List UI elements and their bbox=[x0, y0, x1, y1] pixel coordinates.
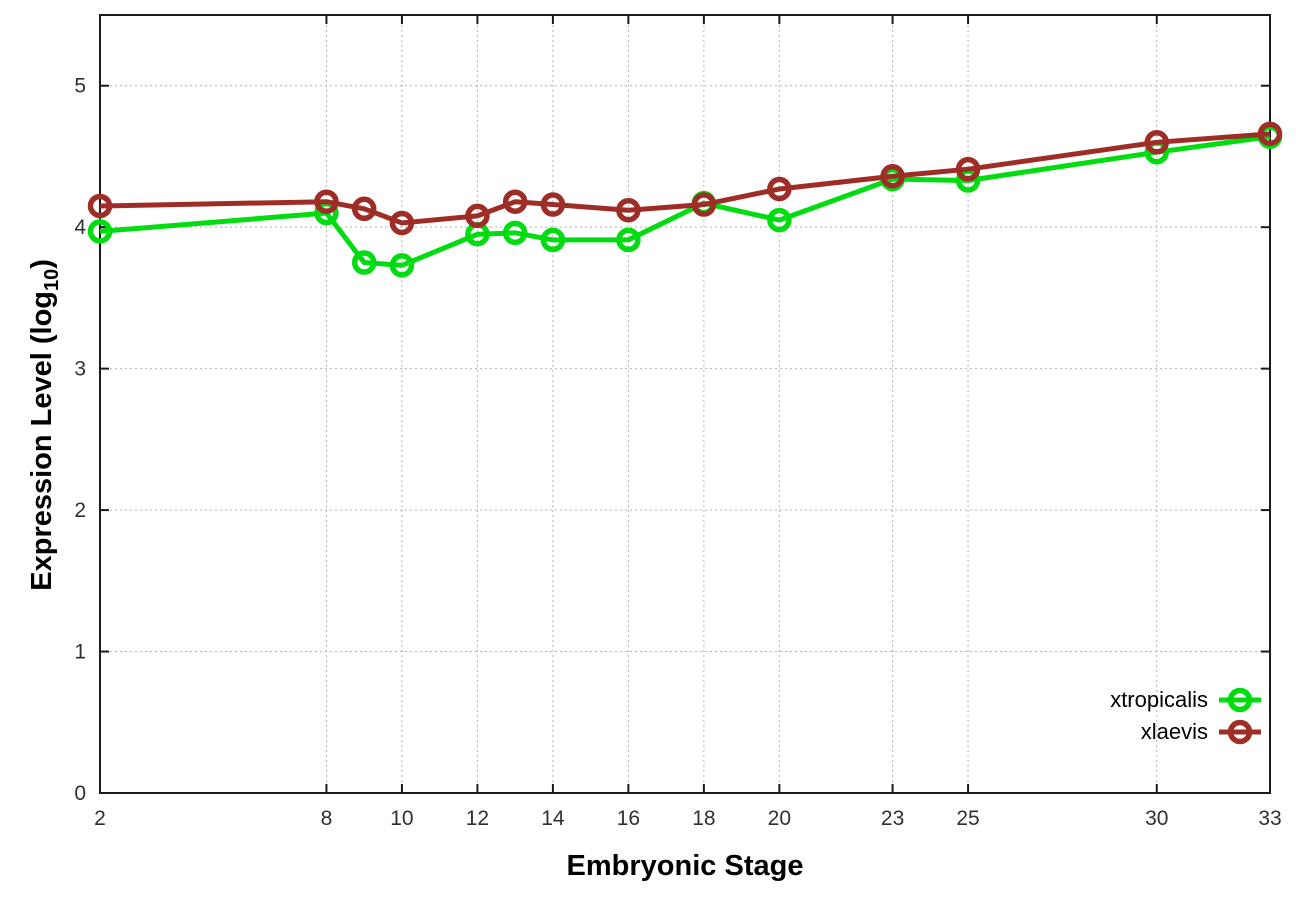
series-line bbox=[99, 131, 1271, 226]
line-marker-icon bbox=[1219, 719, 1261, 745]
series-xlaevis bbox=[87, 121, 1283, 236]
data-point-marker bbox=[540, 192, 566, 217]
x-tick-label: 25 bbox=[956, 807, 979, 830]
data-series bbox=[87, 121, 1283, 278]
x-tick-label: 23 bbox=[881, 807, 904, 830]
data-point-marker bbox=[351, 250, 377, 275]
y-tick-label: 5 bbox=[74, 75, 86, 98]
legend-row-xlaevis: xlaevis bbox=[1110, 716, 1263, 748]
y-tick-label: 4 bbox=[74, 216, 86, 239]
data-point-marker bbox=[502, 220, 528, 246]
data-point-marker bbox=[616, 197, 641, 223]
legend-label: xlaevis bbox=[1140, 719, 1208, 744]
data-point-marker bbox=[465, 203, 490, 229]
y-tick-label: 1 bbox=[74, 641, 86, 664]
data-point-marker bbox=[1257, 121, 1283, 147]
x-tick-label: 2 bbox=[94, 807, 106, 830]
x-tick-label: 8 bbox=[321, 807, 333, 830]
x-tick-label: 16 bbox=[617, 807, 640, 830]
y-axis-title-text: Expression Level (log bbox=[26, 290, 59, 591]
x-tick-label: 14 bbox=[541, 807, 565, 830]
x-tick-label: 20 bbox=[768, 807, 791, 830]
x-tick-label: 10 bbox=[390, 807, 413, 830]
y-axis-title-subscript: 10 bbox=[40, 268, 63, 291]
line-marker-icon bbox=[1219, 687, 1261, 713]
data-point-marker bbox=[389, 210, 415, 236]
legend: xtropicalis xlaevis bbox=[1110, 684, 1263, 748]
data-point-marker bbox=[767, 176, 792, 202]
x-tick-label: 18 bbox=[692, 807, 715, 830]
data-point-marker bbox=[540, 227, 566, 253]
data-point-marker bbox=[502, 189, 528, 214]
data-point-marker bbox=[351, 196, 377, 222]
data-point-marker bbox=[767, 207, 792, 233]
legend-row-xtropicalis: xtropicalis bbox=[1110, 684, 1263, 716]
y-tick-label: 3 bbox=[74, 358, 86, 381]
data-point-marker bbox=[880, 164, 905, 189]
y-tick-label: 0 bbox=[74, 782, 86, 805]
data-point-marker bbox=[314, 189, 339, 214]
legend-label: xtropicalis bbox=[1110, 687, 1208, 712]
x-tick-label: 30 bbox=[1145, 807, 1168, 830]
x-tick-label: 12 bbox=[466, 807, 489, 830]
data-point-marker bbox=[87, 193, 113, 219]
x-tick-label: 33 bbox=[1258, 807, 1281, 830]
x-axis-title: Embryonic Stage bbox=[566, 850, 804, 882]
plot-border bbox=[99, 14, 1271, 794]
axis-ticks bbox=[99, 15, 1271, 794]
y-axis-title-suffix: ) bbox=[26, 259, 59, 269]
y-tick-label: 2 bbox=[74, 499, 86, 522]
series-line bbox=[99, 134, 1271, 268]
y-axis-title: Expression Level (log10) bbox=[26, 205, 64, 645]
gridlines bbox=[100, 15, 1270, 793]
data-point-marker bbox=[691, 192, 717, 217]
data-point-marker bbox=[87, 219, 113, 244]
data-point-marker bbox=[1144, 130, 1170, 155]
data-point-marker bbox=[389, 253, 415, 278]
data-point-marker bbox=[955, 156, 981, 182]
series-xtropicalis bbox=[87, 124, 1283, 278]
data-point-marker bbox=[616, 227, 641, 253]
